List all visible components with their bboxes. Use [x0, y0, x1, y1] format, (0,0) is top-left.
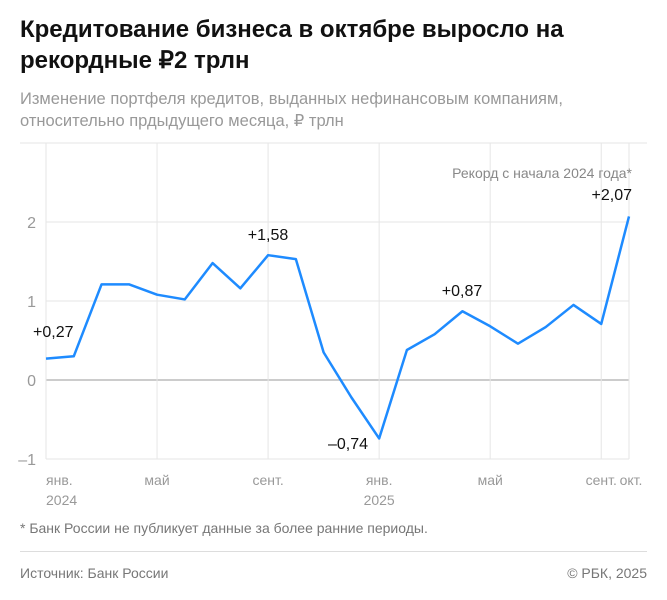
x-tick-label: май	[144, 472, 169, 488]
x-tick-label: янв.	[366, 472, 393, 488]
x-tick-label: янв.	[46, 472, 73, 488]
data-label: +0,87	[442, 283, 483, 300]
data-label: +2,07	[592, 187, 633, 204]
source: Источник: Банк России	[20, 565, 169, 581]
copyright: © РБК, 2025	[567, 565, 647, 581]
x-tick-label: сент.	[252, 472, 283, 488]
footnote: * Банк России не публикует данные за бол…	[20, 520, 428, 536]
data-label: +0,27	[33, 324, 74, 341]
divider	[20, 551, 647, 552]
y-tick-label: –1	[18, 452, 36, 469]
data-label: +1,58	[248, 227, 289, 244]
y-tick-label: 1	[27, 294, 36, 311]
y-tick-label: 2	[27, 215, 36, 232]
x-tick-year: 2024	[46, 492, 77, 508]
x-tick-label: сент.	[586, 472, 617, 488]
x-tick-label: окт.	[620, 472, 643, 488]
data-line	[45, 216, 631, 440]
x-tick-year: 2025	[364, 492, 395, 508]
data-label: –0,74	[328, 436, 368, 453]
record-annotation: Рекорд с начала 2024 года*	[452, 165, 632, 181]
x-tick-label: май	[478, 472, 503, 488]
chart-subtitle: Изменение портфеля кредитов, выданных не…	[20, 90, 563, 130]
chart-title: Кредитование бизнеса в октябре выросло н…	[20, 16, 564, 74]
y-tick-label: 0	[27, 373, 36, 390]
